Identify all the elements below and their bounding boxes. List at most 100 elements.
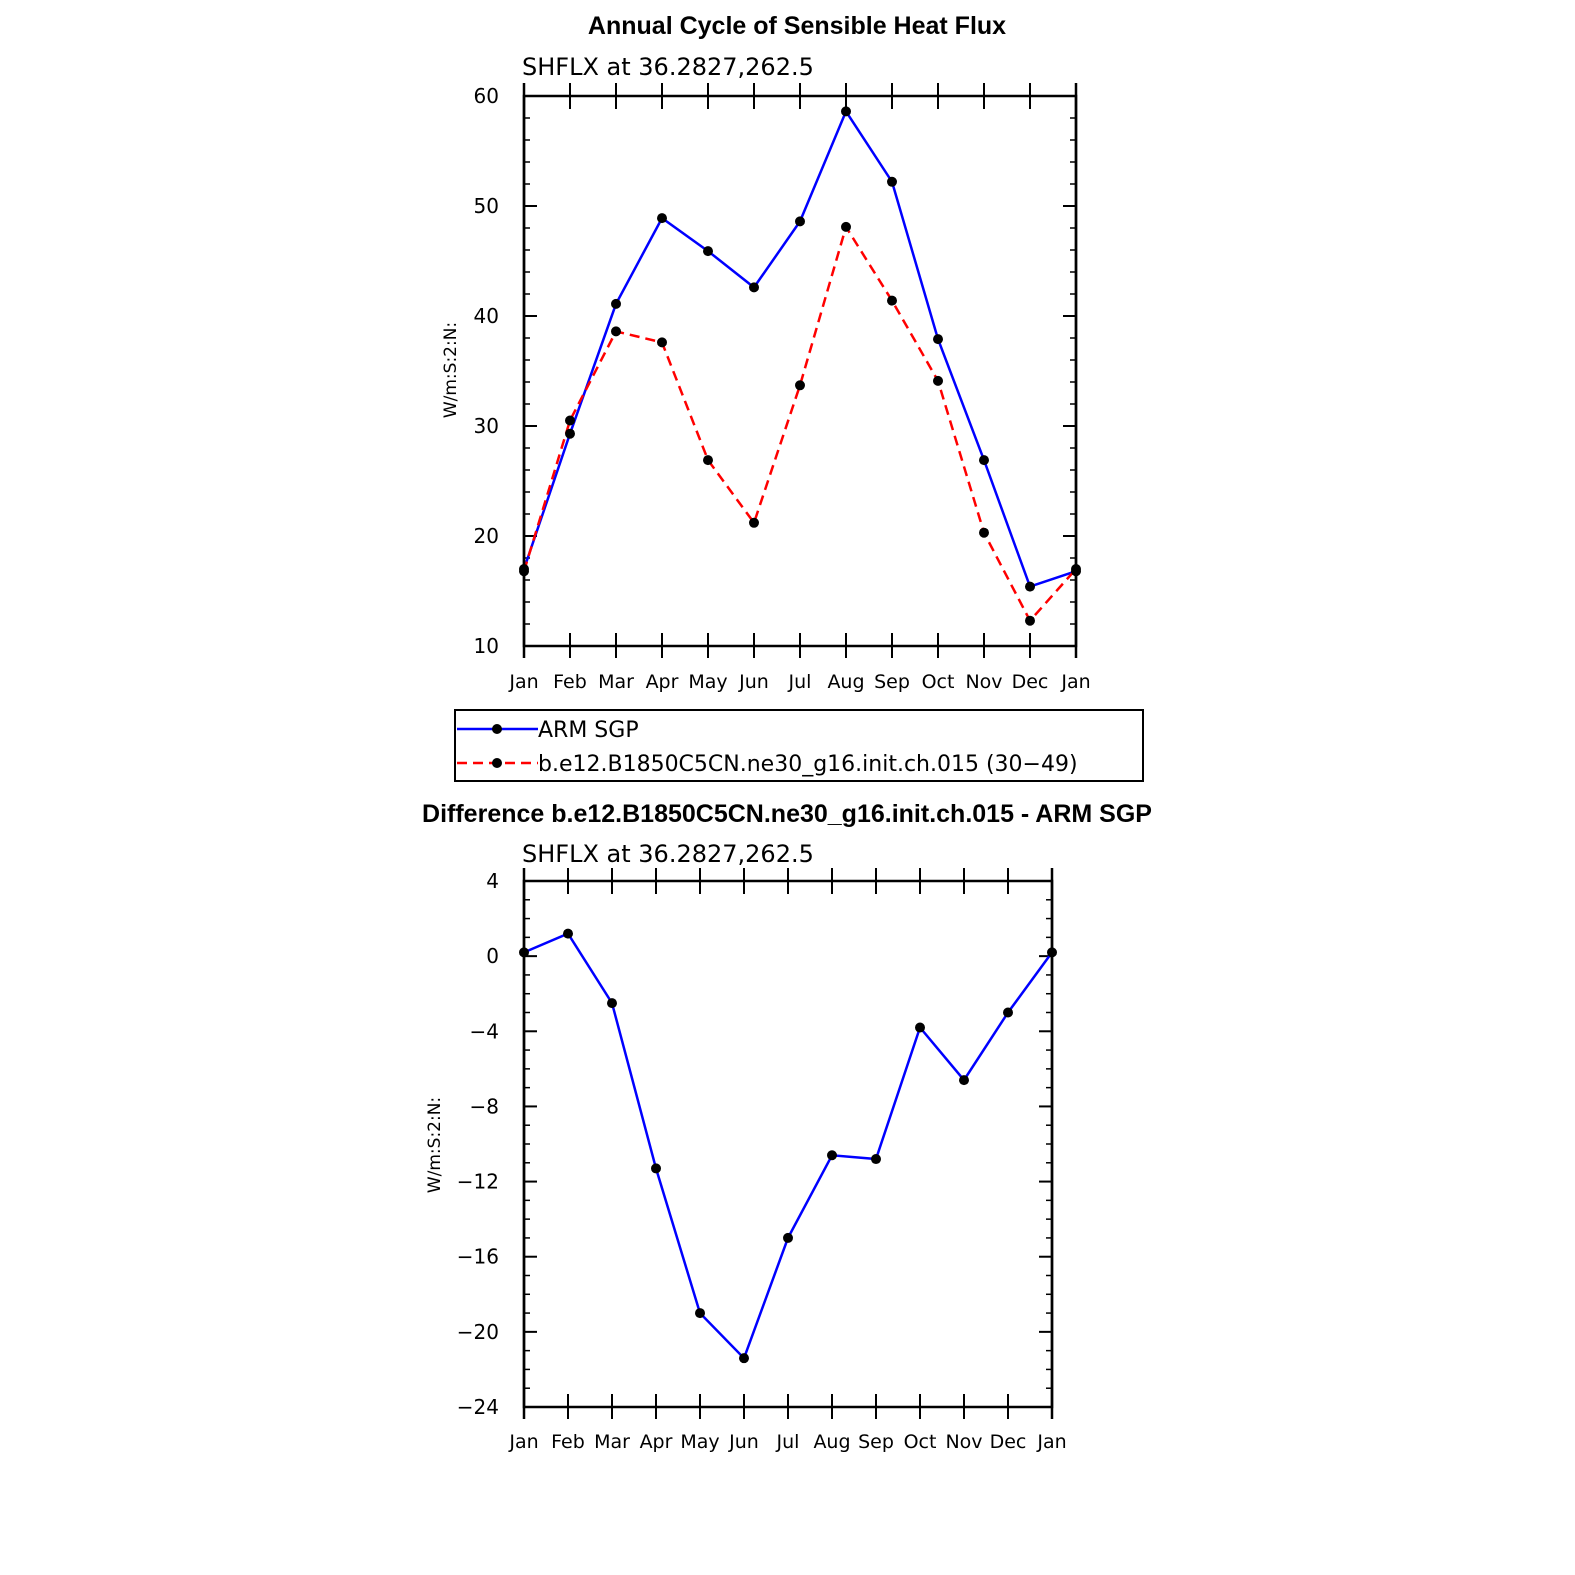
- x-tick-label: Jul: [776, 1431, 800, 1453]
- data-point: [827, 1150, 837, 1161]
- y-tick-label: −8: [470, 1094, 499, 1118]
- series-line-0: [523, 932, 1054, 1361]
- series-lines: [523, 932, 1054, 1361]
- x-tick-label: Sep: [858, 1431, 894, 1453]
- x-tick-label: Jul: [788, 671, 812, 693]
- y-tick-label: 40: [474, 304, 499, 328]
- y-tick-label: −24: [457, 1395, 499, 1419]
- x-tick-labels: Jan Feb Mar Apr May Jun Jul Aug Sep Oct Nov Dec Jan: [508, 1431, 1066, 1453]
- x-tick-label: Jan: [1060, 671, 1090, 693]
- chart-title: Difference b.e12.B1850C5CN.ne30_g16.init…: [422, 800, 1152, 828]
- series-line-1: [522, 223, 1077, 623]
- data-point: [657, 213, 667, 224]
- y-tick-label: 20: [474, 524, 499, 548]
- y-tick-label: −4: [470, 1019, 499, 1043]
- data-point: [565, 428, 575, 439]
- data-point: [611, 326, 621, 337]
- x-tick-label: Aug: [813, 1431, 850, 1453]
- data-point: [933, 375, 943, 386]
- y-axis-label: W/m:S:2:N:: [425, 1097, 445, 1193]
- plot-frame: [522, 879, 1054, 1409]
- difference-chart: Difference b.e12.B1850C5CN.ne30_g16.init…: [422, 800, 1152, 1453]
- x-tick-label: Jan: [508, 671, 538, 693]
- chart-title: Annual Cycle of Sensible Heat Flux: [588, 12, 1006, 40]
- data-point: [703, 455, 713, 466]
- data-point: [979, 527, 989, 538]
- data-point: [703, 246, 713, 257]
- data-point: [565, 415, 575, 426]
- axis-ticks: [522, 868, 1054, 1419]
- y-tick-label: 60: [474, 84, 499, 108]
- y-tick-label: 50: [474, 194, 499, 218]
- data-point: [749, 517, 759, 528]
- axis-ticks: [522, 83, 1078, 658]
- series-points: [519, 106, 1081, 626]
- x-tick-labels: Jan Feb Mar Apr May Jun Jul Aug Sep Oct Nov Dec Jan: [508, 671, 1090, 693]
- x-tick-label: Sep: [874, 671, 910, 693]
- y-tick-label: 10: [474, 634, 499, 658]
- legend-box: [454, 709, 1144, 782]
- x-tick-label: Nov: [945, 1431, 982, 1453]
- x-tick-label: Mar: [594, 1431, 630, 1453]
- x-tick-label: Apr: [640, 1431, 673, 1453]
- data-point: [887, 176, 897, 187]
- data-point: [871, 1154, 881, 1165]
- x-tick-label: Dec: [1012, 671, 1049, 693]
- legend-marker: [492, 724, 502, 734]
- y-tick-label: −16: [457, 1245, 499, 1269]
- x-tick-label: Mar: [598, 671, 634, 693]
- data-point: [783, 1232, 793, 1243]
- x-tick-label: Feb: [551, 1431, 585, 1453]
- x-tick-label: May: [680, 1431, 719, 1453]
- x-tick-label: Aug: [827, 671, 864, 693]
- data-point: [739, 1353, 749, 1364]
- data-point: [979, 455, 989, 466]
- series-lines: [522, 108, 1077, 623]
- data-point: [611, 298, 621, 309]
- data-point: [795, 380, 805, 391]
- y-tick-labels: 10 20 30 40 50 60: [474, 84, 499, 658]
- data-point: [959, 1075, 969, 1086]
- data-point: [933, 334, 943, 345]
- data-point: [887, 295, 897, 306]
- data-point: [749, 282, 759, 293]
- data-point: [1025, 581, 1035, 592]
- x-tick-label: Oct: [922, 671, 955, 693]
- data-point: [657, 337, 667, 348]
- plot-frame: [522, 94, 1078, 648]
- x-tick-label: May: [688, 671, 727, 693]
- x-tick-label: Oct: [904, 1431, 937, 1453]
- x-tick-label: Dec: [990, 1431, 1027, 1453]
- chart-subtitle: SHFLX at 36.2827,262.5: [522, 840, 814, 868]
- y-axis-label: W/m:S:2:N:: [441, 322, 461, 418]
- data-point: [651, 1163, 661, 1174]
- y-tick-label: 4: [486, 869, 499, 893]
- data-point: [1025, 615, 1035, 626]
- x-tick-label: Feb: [553, 671, 587, 693]
- y-tick-label: −20: [457, 1320, 499, 1344]
- data-point: [695, 1308, 705, 1319]
- data-point: [1003, 1007, 1013, 1018]
- x-tick-label: Nov: [965, 671, 1002, 693]
- legend-entry-model: b.e12.B1850C5CN.ne30_g16.init.ch.015 (30…: [457, 752, 1078, 777]
- data-point: [607, 998, 617, 1009]
- annual-cycle-chart: Annual Cycle of Sensible Heat Flux SHFLX…: [441, 12, 1091, 693]
- data-point: [841, 221, 851, 232]
- legend-label: ARM SGP: [538, 718, 639, 743]
- legend-label: b.e12.B1850C5CN.ne30_g16.init.ch.015 (30…: [538, 752, 1078, 777]
- series-line-0: [522, 108, 1077, 589]
- data-point: [915, 1022, 925, 1033]
- data-point: [563, 928, 573, 939]
- y-tick-labels: −24 −20 −16 −12 −8 −4 0 4: [457, 869, 499, 1419]
- x-tick-label: Jun: [728, 1431, 759, 1453]
- chart-subtitle: SHFLX at 36.2827,262.5: [522, 53, 814, 81]
- data-point: [795, 216, 805, 227]
- legend-marker: [492, 758, 502, 768]
- data-point: [841, 106, 851, 117]
- series-points: [519, 928, 1057, 1364]
- x-tick-label: Apr: [646, 671, 679, 693]
- y-tick-label: 30: [474, 414, 499, 438]
- legend: ARM SGP b.e12.B1850C5CN.ne30_g16.init.ch…: [454, 709, 1144, 782]
- y-tick-label: 0: [486, 944, 499, 968]
